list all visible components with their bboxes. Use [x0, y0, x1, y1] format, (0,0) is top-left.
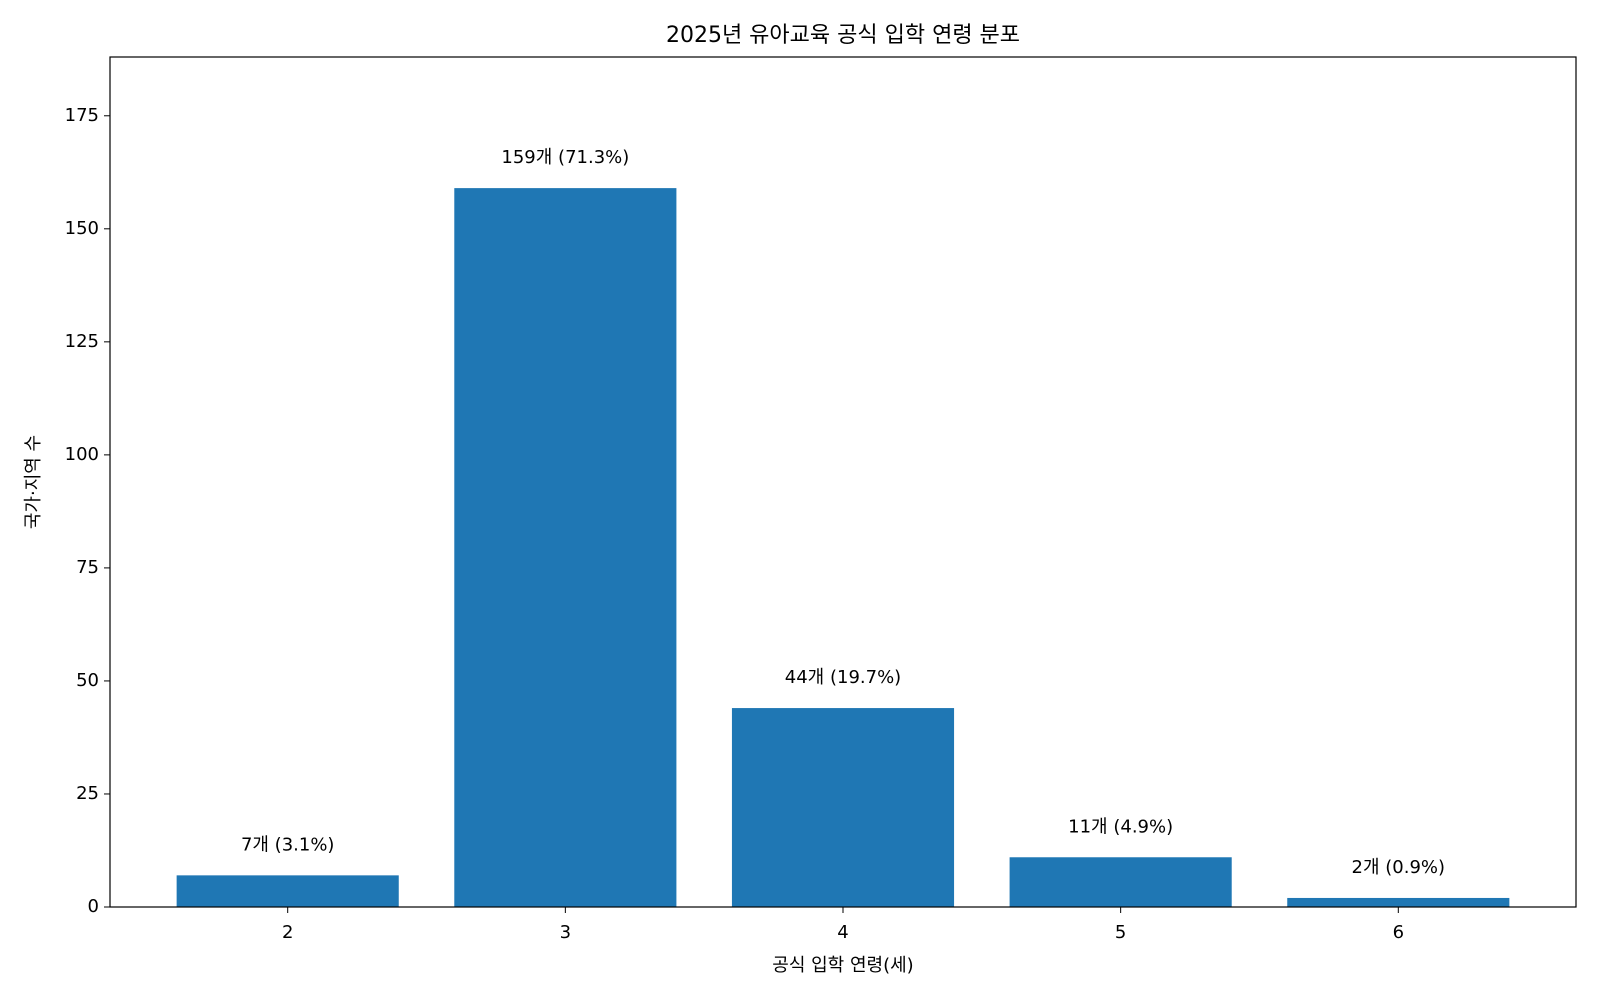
bar [1287, 897, 1510, 907]
x-tick-label: 2 [282, 922, 293, 943]
chart-title: 2025년 유아교육 공식 입학 연령 분포 [666, 23, 1020, 48]
x-tick-label: 6 [1393, 922, 1404, 943]
bar [176, 875, 399, 907]
plot-frame [109, 56, 1577, 908]
bar [731, 708, 955, 907]
y-tick-label: 75 [76, 557, 99, 578]
value-label: 7개 (3.1%) [241, 834, 335, 855]
x-tick-label: 4 [837, 922, 848, 943]
x-tick-label: 5 [1115, 922, 1126, 943]
x-tick-label: 3 [560, 922, 571, 943]
x-axis-label: 공식 입학 연령(세) [772, 955, 913, 976]
y-tick-label: 175 [65, 105, 99, 126]
y-tick-label: 0 [88, 896, 99, 917]
value-label: 11개 (4.9%) [1068, 816, 1173, 837]
value-label: 159개 (71.3%) [501, 147, 629, 168]
value-label: 2개 (0.9%) [1352, 857, 1446, 878]
bar [454, 188, 677, 908]
y-tick-label: 150 [65, 218, 99, 239]
bar [1009, 857, 1232, 907]
y-tick-label: 25 [76, 783, 99, 804]
y-tick-label: 100 [65, 444, 99, 465]
y-tick-label: 125 [65, 331, 99, 352]
y-axis-label: 국가·지역 수 [23, 435, 44, 529]
value-label: 44개 (19.7%) [785, 667, 901, 688]
y-tick-label: 50 [76, 670, 99, 691]
